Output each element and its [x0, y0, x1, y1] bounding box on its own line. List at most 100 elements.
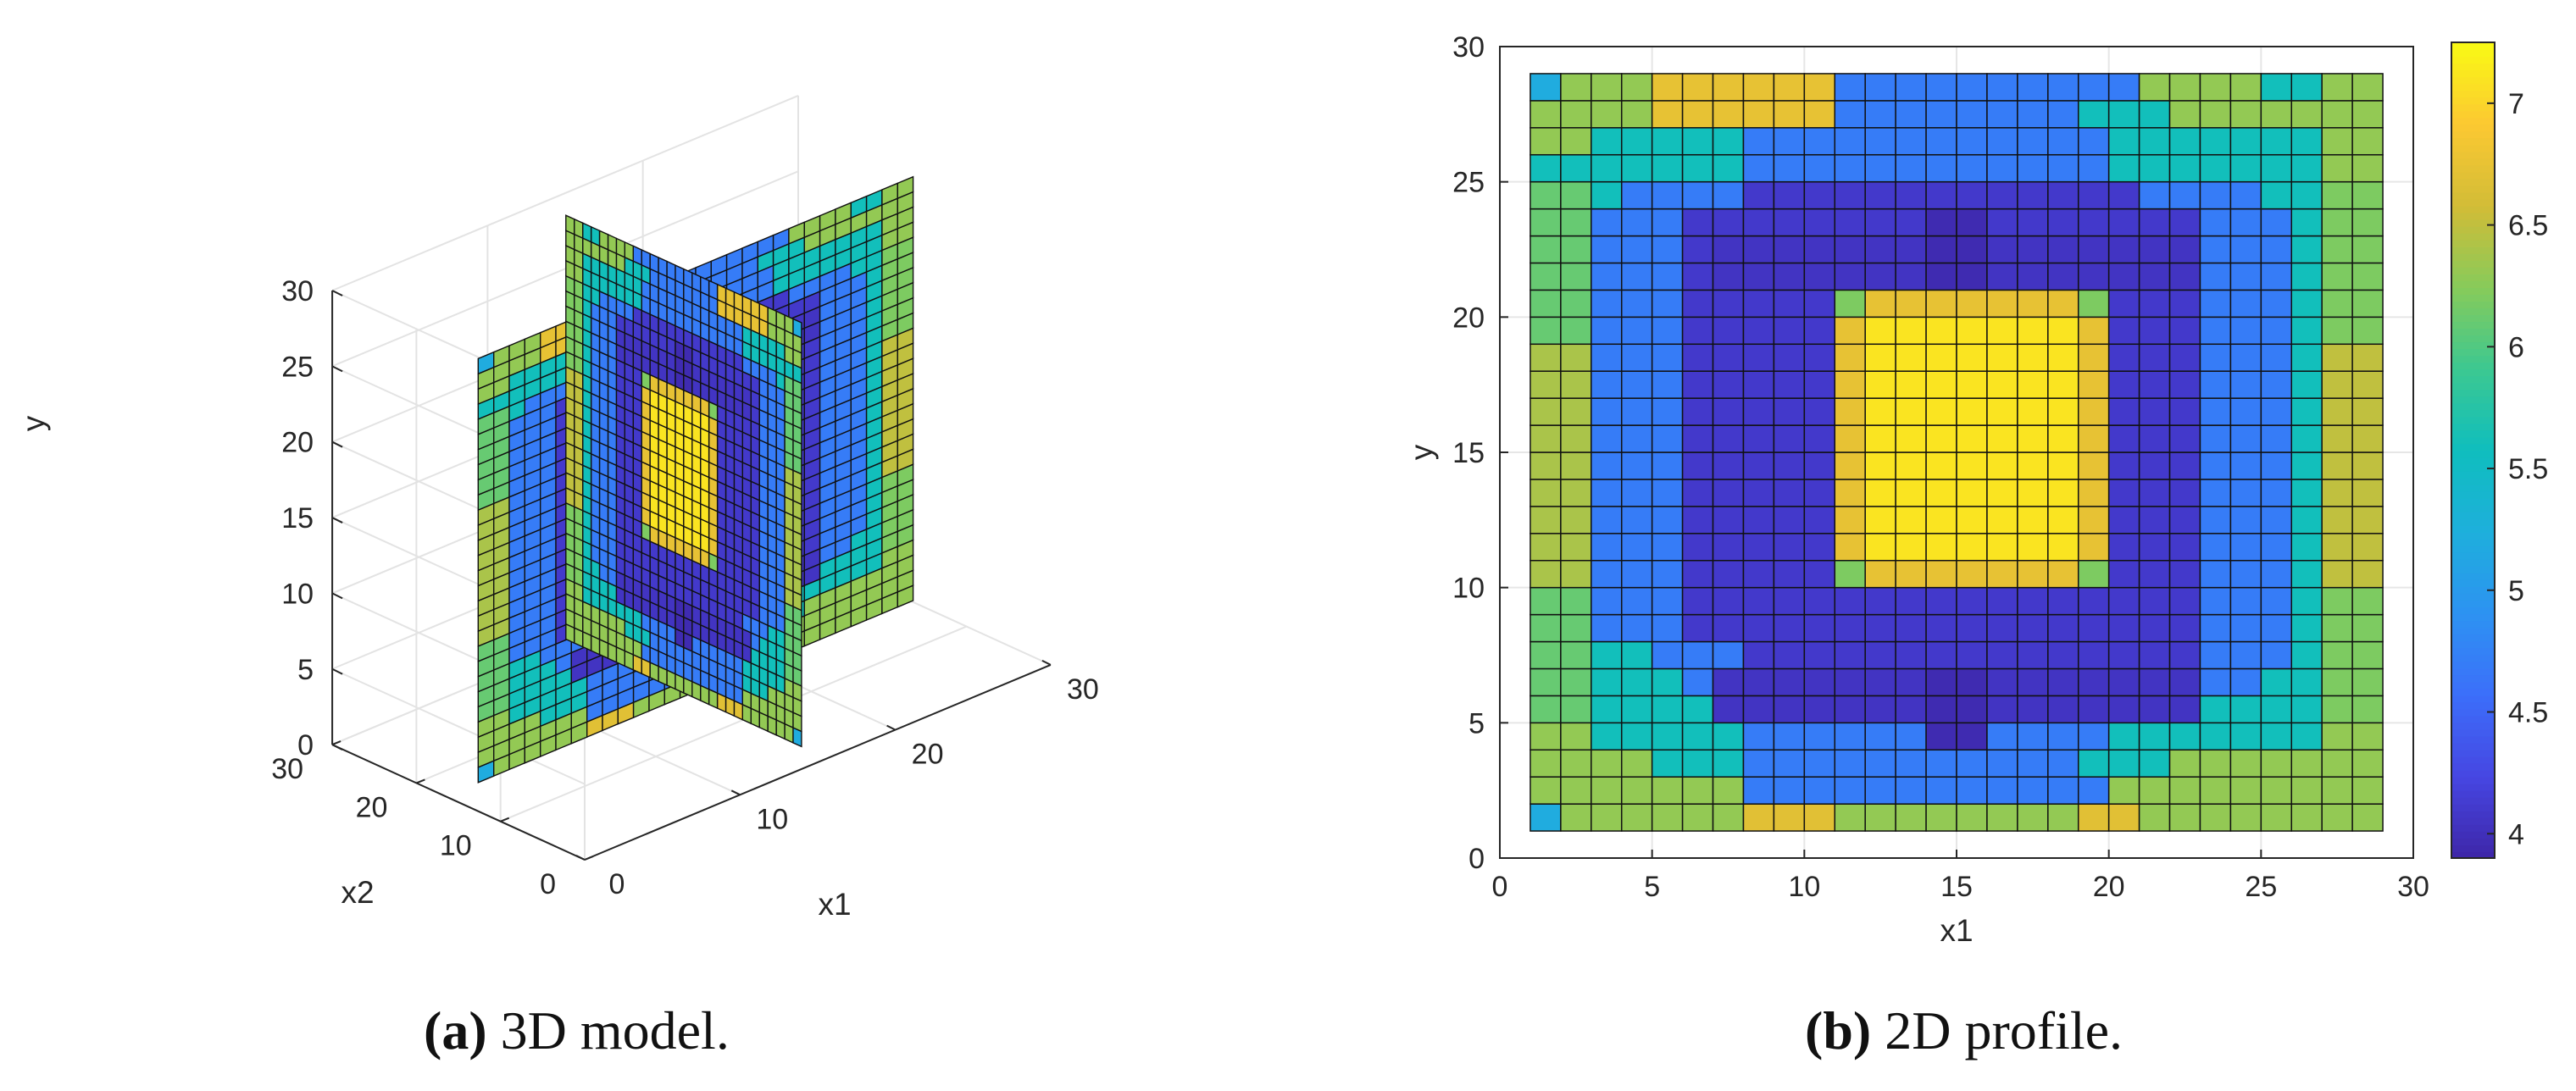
heatmap-cell: [2017, 100, 2049, 129]
colorbar-band: [2451, 110, 2495, 119]
heatmap-cell: [1712, 506, 1745, 534]
heatmap-cell: [2290, 235, 2323, 264]
heatmap-cell: [1834, 316, 1866, 346]
colorbar-band: [2451, 341, 2495, 350]
heatmap-cell: [2229, 180, 2262, 210]
heatmap-cell: [2351, 208, 2384, 237]
heatmap-cell: [2077, 722, 2110, 751]
heatmap-cell: [1895, 640, 1927, 670]
tick-mark-y: [331, 365, 343, 373]
heatmap-cell: [1681, 479, 1714, 507]
heatmap-cell: [1925, 100, 1957, 129]
heatmap-cell: [1620, 613, 1653, 643]
heatmap-cell: [1620, 479, 1653, 507]
colorbar-band: [2451, 572, 2495, 580]
heatmap-cell: [1834, 397, 1866, 426]
grid-line: [331, 667, 586, 785]
colorbar-tick-label: 4: [2508, 818, 2524, 850]
heatmap-cell: [1591, 73, 1623, 102]
heatmap-cell: [1742, 316, 1775, 346]
heatmap-cell: [1986, 262, 2018, 291]
tick-label-y: 5: [297, 654, 314, 686]
heatmap-cell: [1864, 640, 1896, 670]
heatmap-cell: [1803, 343, 1836, 372]
heatmap-cell: [1986, 506, 2018, 534]
colorbar-band: [2451, 103, 2495, 112]
heatmap-cell: [2351, 289, 2384, 318]
heatmap-cell: [1986, 722, 2018, 751]
heatmap-cell: [2321, 533, 2353, 562]
heatmap-cell: [1986, 73, 2018, 102]
heatmap-cell: [2047, 479, 2079, 507]
heatmap-cell: [2168, 208, 2201, 237]
heatmap-cell: [1834, 667, 1866, 697]
heatmap-cell: [1530, 749, 1562, 778]
heatmap-cell: [2077, 749, 2110, 778]
heatmap-cell: [1925, 506, 1957, 534]
heatmap-cell: [1986, 613, 2018, 643]
heatmap-cell: [1864, 289, 1896, 318]
heatmap-cell: [2321, 640, 2353, 670]
heatmap-cell: [2351, 722, 2384, 751]
heatmap-cell: [1925, 370, 1957, 399]
heatmap-cell: [2168, 127, 2201, 156]
heatmap-cell: [1773, 479, 1806, 507]
heatmap-cell: [1956, 153, 1988, 183]
heatmap-cell: [1742, 73, 1775, 102]
heatmap-cell: [1681, 127, 1714, 156]
heatmap-cell: [2138, 127, 2171, 156]
heatmap-cell: [2107, 586, 2140, 616]
heatmap-cell: [2229, 803, 2262, 832]
heatmap-cell: [1620, 127, 1653, 156]
heatmap-cell: [1591, 343, 1623, 372]
heatmap-cell: [1895, 235, 1927, 264]
heatmap-cell: [2077, 533, 2110, 562]
surface-cell: [708, 280, 719, 301]
heatmap-cell: [2290, 803, 2323, 832]
heatmap-cell: [1620, 73, 1653, 102]
heatmap-cell: [1620, 749, 1653, 778]
caption-a: (a) 3D model.: [424, 1000, 730, 1062]
heatmap-cell: [2168, 695, 2201, 724]
heatmap-cell: [2290, 424, 2323, 453]
colorbar-band: [2451, 497, 2495, 506]
heatmap-cell: [1925, 533, 1957, 562]
heatmap-cell: [2077, 479, 2110, 507]
heatmap-cell: [1803, 316, 1836, 346]
heatmap-cell: [1834, 613, 1866, 643]
y-axis-label: y: [1404, 444, 1439, 460]
caption-a-text: 3D model.: [500, 1000, 730, 1061]
surface-cell: [624, 241, 634, 263]
colorbar-band: [2451, 504, 2495, 512]
heatmap-cell: [2077, 397, 2110, 426]
heatmap-cell: [1773, 127, 1806, 156]
heatmap-cell: [1651, 153, 1684, 183]
heatmap-cell: [1803, 640, 1836, 670]
colorbar-tick-label: 4.5: [2508, 697, 2548, 729]
heatmap-cell: [1986, 343, 2018, 372]
tick-label-x: 10: [1788, 871, 1820, 903]
heatmap-cell: [1773, 208, 1806, 237]
heatmap-cell: [2260, 667, 2293, 697]
colorbar-band: [2451, 647, 2495, 656]
heatmap-cell: [1591, 749, 1623, 778]
heatmap-cell: [1742, 262, 1775, 291]
heatmap-cell: [2321, 208, 2353, 237]
heatmap-cell: [2017, 533, 2049, 562]
heatmap-cell: [1773, 586, 1806, 616]
heatmap-cell: [1681, 100, 1714, 129]
surface-cell: [598, 230, 609, 251]
tick-label-x1: 0: [609, 868, 625, 900]
heatmap-cell: [2017, 370, 2049, 399]
heatmap-cell: [2077, 316, 2110, 346]
heatmap-cell: [1925, 667, 1957, 697]
heatmap-cell: [1895, 127, 1927, 156]
colorbar-band: [2451, 715, 2495, 723]
colorbar-band: [2451, 817, 2495, 825]
heatmap-cell: [1803, 776, 1836, 805]
heatmap-cell: [1864, 73, 1896, 102]
colorbar-tick-label: 5: [2508, 575, 2524, 607]
heatmap-cell: [2260, 640, 2293, 670]
surface-cell: [750, 298, 760, 320]
heatmap-cell: [2138, 73, 2171, 102]
